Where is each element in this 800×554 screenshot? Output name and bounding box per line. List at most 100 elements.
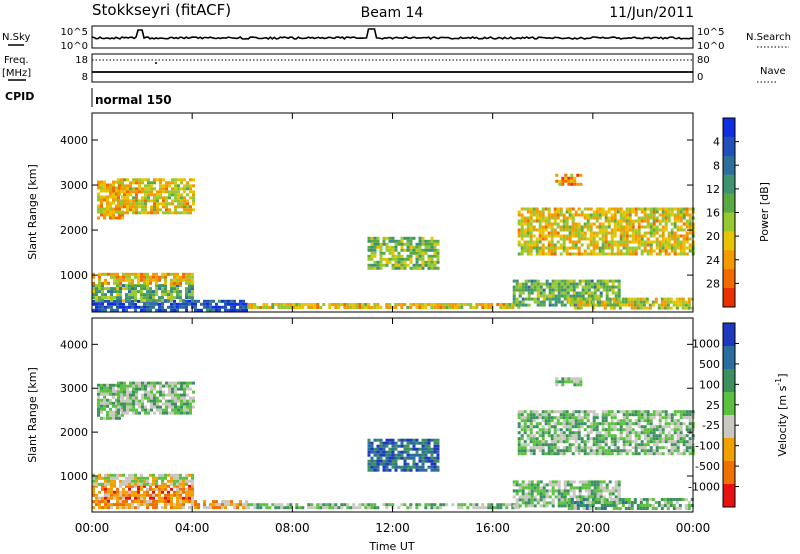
heatmap-cell [554, 297, 558, 301]
heatmap-cell [119, 479, 122, 483]
heatmap-cell [103, 416, 106, 420]
heatmap-cell [376, 239, 380, 243]
heatmap-cell [183, 205, 186, 209]
heatmap-cell [685, 231, 689, 235]
heatmap-cell [475, 303, 479, 306]
heatmap-cell [403, 236, 407, 240]
heatmap-cell [609, 303, 613, 307]
heatmap-cell [661, 216, 665, 220]
heatmap-cell [174, 399, 177, 403]
heatmap-cell [430, 453, 434, 457]
heatmap-cell [532, 449, 536, 453]
heatmap-cell [566, 492, 570, 496]
heatmap-cell [652, 428, 656, 432]
heatmap-cell [370, 251, 374, 255]
heatmap-cell [553, 231, 557, 235]
heatmap-cell [113, 493, 116, 497]
heatmap-cell [409, 236, 413, 240]
heatmap-cell [97, 407, 100, 411]
heatmap-cell [289, 506, 293, 510]
heatmap-cell [134, 305, 137, 309]
heatmap-cell [682, 416, 686, 420]
heatmap-cell [106, 198, 109, 202]
heatmap-cell [679, 210, 683, 214]
heatmap-cell [560, 288, 564, 292]
heatmap-cell [566, 288, 570, 292]
heatmap-cell [192, 405, 195, 409]
heatmap-cell [584, 486, 588, 490]
heatmap-cell [667, 416, 671, 420]
heatmap-cell [103, 195, 106, 199]
freq-panel-frame [91, 53, 694, 83]
heatmap-cell [637, 416, 641, 420]
heatmap-cell [550, 437, 554, 441]
heatmap-cell [104, 499, 107, 503]
heatmap-cell [559, 225, 563, 229]
heatmap-cell [553, 252, 557, 256]
heatmap-cell [554, 489, 558, 493]
heatmap-cell [542, 495, 546, 499]
heatmap-cell [580, 234, 584, 238]
heatmap-cell [605, 486, 609, 490]
heatmap-cell [171, 181, 174, 185]
heatmap-cell [667, 452, 671, 456]
heatmap-cell [457, 503, 461, 507]
heatmap-cell [607, 431, 611, 435]
heatmap-cell [103, 198, 106, 202]
heatmap-cell [667, 210, 671, 214]
heatmap-cell [562, 213, 566, 217]
heatmap-cell [382, 462, 386, 466]
heatmap-cell [625, 419, 629, 423]
heatmap-cell [579, 306, 583, 310]
heatmap-cell [570, 176, 574, 180]
heatmap-cell [126, 196, 129, 200]
heatmap-cell [191, 287, 194, 291]
heatmap-cell [370, 254, 374, 258]
heatmap-cell [630, 306, 634, 310]
heatmap-cell [403, 468, 407, 472]
heatmap-cell [685, 234, 689, 238]
heatmap-cell [147, 384, 150, 388]
heatmap-cell [152, 500, 155, 504]
heatmap-cell [164, 275, 167, 279]
heatmap-cell [553, 234, 557, 238]
heatmap-cell [95, 302, 98, 306]
heatmap-cell [391, 266, 395, 270]
colorbar-segment [723, 323, 735, 347]
heatmap-cell [682, 216, 686, 220]
heatmap-cell [645, 507, 649, 510]
heatmap-cell [562, 425, 566, 429]
heatmap-cell [625, 422, 629, 426]
heatmap-cell [152, 275, 155, 279]
heatmap-cell [589, 225, 593, 229]
heatmap-cell [596, 495, 600, 499]
heatmap-cell [529, 246, 533, 250]
heatmap-cell [558, 179, 562, 183]
heatmap-cell [125, 490, 128, 494]
heatmap-cell [382, 453, 386, 457]
heatmap-cell [633, 303, 637, 307]
heatmap-cell [562, 452, 566, 456]
heatmap-cell [152, 305, 155, 309]
heatmap-cell [616, 243, 620, 247]
heatmap-cell [277, 303, 281, 306]
heatmap-cell [557, 300, 561, 304]
heatmap-cell [103, 207, 106, 211]
heatmap-cell [682, 413, 686, 417]
heatmap-cell [553, 431, 557, 435]
heatmap-cell [328, 303, 332, 306]
heatmap-cell [545, 501, 549, 505]
heatmap-cell [433, 468, 437, 472]
heatmap-cell [517, 213, 521, 217]
heatmap-cell [570, 303, 574, 307]
heatmap-cell [541, 419, 545, 423]
heatmap-cell [436, 441, 440, 445]
heatmap-cell [670, 428, 674, 432]
heatmap-cell [112, 186, 115, 190]
heatmap-cell [245, 308, 248, 312]
heatmap-cell [551, 480, 555, 484]
heatmap-cell [609, 504, 613, 507]
heatmap-cell [547, 234, 551, 238]
heatmap-cell [562, 431, 566, 435]
heatmap-cell [109, 186, 112, 190]
